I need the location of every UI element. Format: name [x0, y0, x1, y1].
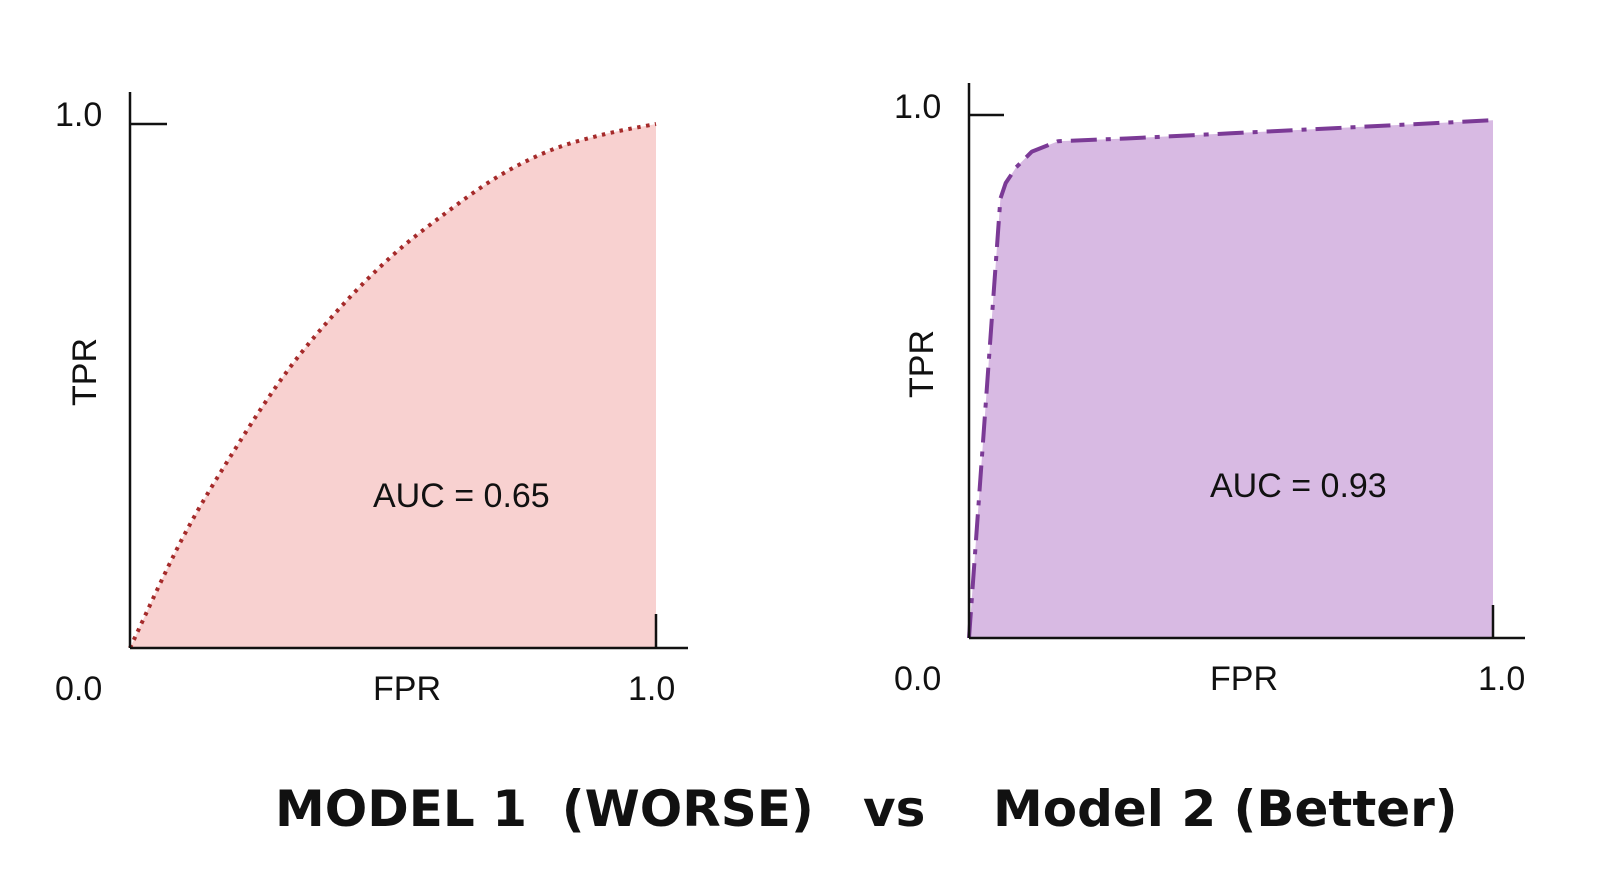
model-2-y-axis-label: TPR: [903, 330, 941, 398]
model-2-x-origin-label: 0.0: [894, 660, 941, 698]
caption-model-2: Model 2 (Better): [993, 780, 1458, 838]
chart-panel-model-2: 1.0 0.0 1.0 FPR TPR AUC = 0.93: [894, 83, 1525, 698]
model-2-auc-area: [969, 120, 1493, 638]
model-1-auc-area: [130, 124, 656, 648]
model-1-roc-curve: [128, 122, 657, 649]
model-1-auc-annotation: AUC = 0.65: [373, 477, 550, 515]
model-1-y-axis-label: TPR: [66, 338, 104, 406]
model-2-y-tick-label: 1.0: [894, 88, 941, 126]
comparison-caption: MODEL 1 (WORSE) vs Model 2 (Better): [275, 780, 1458, 838]
caption-model-1: MODEL 1 (WORSE): [275, 780, 814, 838]
model-1-x-axis-label: FPR: [373, 670, 441, 708]
model-1-x-origin-label: 0.0: [55, 670, 102, 708]
chart-panel-model-1: 1.0 0.0 1.0 FPR TPR AUC = 0.65: [55, 92, 688, 708]
model-2-x-axis-label: FPR: [1210, 660, 1278, 698]
caption-vs: vs: [863, 780, 925, 838]
model-1-x-tick-label: 1.0: [628, 670, 675, 708]
model-2-auc-annotation: AUC = 0.93: [1210, 467, 1387, 505]
model-2-x-tick-label: 1.0: [1478, 660, 1525, 698]
model-2-roc-curve: [967, 118, 1494, 639]
model-1-y-tick-label: 1.0: [55, 96, 102, 134]
